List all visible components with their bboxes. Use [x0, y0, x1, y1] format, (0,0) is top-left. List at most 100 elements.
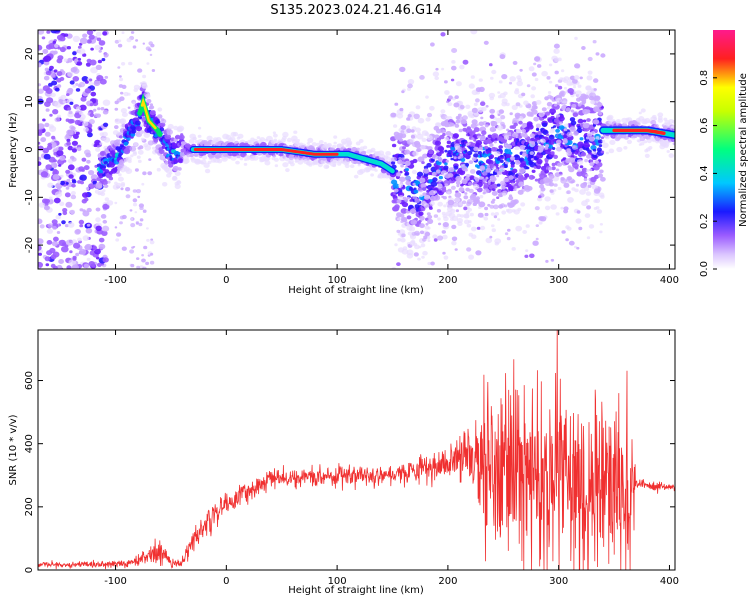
spectrogram-cell: [217, 159, 223, 164]
spectrogram-cell: [504, 204, 508, 208]
spectrogram-cell: [453, 102, 460, 108]
spectrogram-cell: [554, 103, 558, 107]
spectrogram-cell: [96, 77, 100, 80]
spectrogram-cell: [142, 266, 147, 269]
spectrogram-cell: [464, 149, 468, 153]
spectrogram-cell: [43, 55, 52, 62]
spectrogram-cell: [95, 31, 102, 37]
colorbar-tick-label: 0.6: [699, 118, 710, 134]
spectrogram-cell: [552, 188, 557, 192]
spectrogram-cell: [554, 57, 560, 62]
spectrogram-cell: [282, 131, 289, 138]
spectrogram-cell: [417, 156, 425, 163]
spectrogram-cell: [143, 245, 148, 250]
spectrogram-cell: [51, 135, 56, 140]
spectrogram-cell: [279, 152, 284, 157]
spectrogram-cell: [418, 245, 422, 249]
spectrogram-cell: [138, 145, 144, 150]
spectrogram-cell: [511, 182, 515, 186]
spectrogram-cell: [525, 249, 529, 253]
spectrogram-cell: [93, 80, 101, 87]
spectrogram-cell: [666, 150, 670, 153]
spectrogram-cell: [66, 141, 71, 146]
spectrogram-cell: [510, 156, 515, 161]
chart-title: S135.2023.024.21.46.G14: [270, 3, 441, 18]
colorbar-label: Normalized spectral amplitude: [738, 73, 749, 227]
spectrogram-cell: [515, 225, 523, 232]
spectrogram-cell: [523, 100, 529, 106]
spectrogram-cell: [497, 91, 501, 94]
spectrogram-cell: [456, 217, 463, 224]
spectrogram-cell: [86, 39, 92, 44]
spectrogram-cell: [424, 194, 430, 200]
spectrogram-cell: [429, 105, 435, 111]
spectrogram-cell: [293, 130, 298, 134]
spectrogram-cell: [64, 33, 69, 37]
spectrogram-cell: [419, 230, 425, 235]
spectrogram-cell: [502, 139, 507, 143]
spectrogram-cell: [451, 65, 457, 71]
spectrogram-cell: [510, 167, 514, 171]
spectrogram-cell: [150, 252, 154, 256]
spectrogram-cell: [534, 206, 540, 211]
spectrogram-cell: [507, 228, 511, 232]
spectrogram-cell: [465, 104, 471, 110]
spectrogram-cell: [555, 168, 560, 172]
spectrogram-cell: [518, 176, 525, 182]
spectrogram-cell: [447, 188, 452, 193]
spectrogram-cell: [74, 119, 81, 125]
spectrogram-cell: [40, 171, 49, 178]
spectrogram-cell: [38, 245, 42, 251]
spectrogram-cell: [434, 140, 441, 146]
spectrogram-cell: [501, 185, 506, 190]
spectrogram-cell: [561, 132, 565, 136]
spectrogram-cell: [513, 199, 519, 205]
spectrogram-cell: [197, 134, 202, 138]
spectrogram-cell: [400, 133, 407, 139]
spectrogram-cell: [533, 116, 539, 122]
spectrogram-cell: [491, 228, 496, 233]
spectrogram-cell: [59, 201, 65, 206]
spectrogram-cell: [169, 155, 173, 158]
spectrogram-cell: [101, 151, 105, 155]
spectrogram-cell: [427, 261, 432, 266]
spectrogram-cell: [349, 164, 355, 169]
snr-y-tick-label: 400: [24, 434, 35, 453]
spectrogram-cell: [407, 79, 415, 85]
spectrogram-cell: [151, 69, 156, 72]
spectrogram-cell: [455, 175, 462, 182]
spectrogram-cell: [94, 139, 101, 146]
spectrogram-cell: [138, 222, 143, 227]
spectrogram-cell: [555, 123, 560, 127]
spectrogram-cell: [400, 164, 404, 168]
spectrogram-cell: [38, 261, 43, 269]
spectrogram-cell: [440, 32, 446, 37]
spectrogram-cell: [47, 182, 54, 188]
spectrogram-cell: [438, 179, 442, 183]
spectrogram-cell: [558, 92, 564, 97]
spectrogram-cell: [130, 223, 136, 228]
spectrogram-cell: [547, 91, 552, 94]
spectrogram-cell: [447, 191, 451, 195]
spectrogram-cell: [534, 178, 539, 182]
spectrogram-cell: [401, 201, 409, 208]
spectrogram-cell: [568, 157, 576, 163]
spectrogram-cell: [586, 236, 591, 240]
colorbar: 0.0 0.2 0.4 0.6 0.8 Normalized spectral ampl…: [699, 30, 749, 277]
spectrogram-cell: [49, 113, 53, 117]
spectrogram-cell: [607, 114, 614, 120]
spectrogram-cell: [586, 118, 591, 122]
spectrogram-cell: [69, 125, 75, 130]
spectrogram-cell: [537, 64, 542, 68]
spectrogram-cell: [553, 125, 557, 128]
spectrogram-cell: [107, 180, 111, 184]
spectrogram-cell: [555, 212, 560, 216]
spectrogram-cell: [482, 178, 488, 183]
spectrogram-ridge: [612, 128, 666, 135]
spectrogram-cell: [499, 167, 506, 173]
spectrogram-cell: [52, 225, 57, 230]
spectrogram-cell: [104, 197, 110, 202]
spectrogram-cell: [77, 237, 82, 242]
spectrogram-cell: [116, 232, 122, 237]
snr-line-layer: [38, 330, 675, 570]
